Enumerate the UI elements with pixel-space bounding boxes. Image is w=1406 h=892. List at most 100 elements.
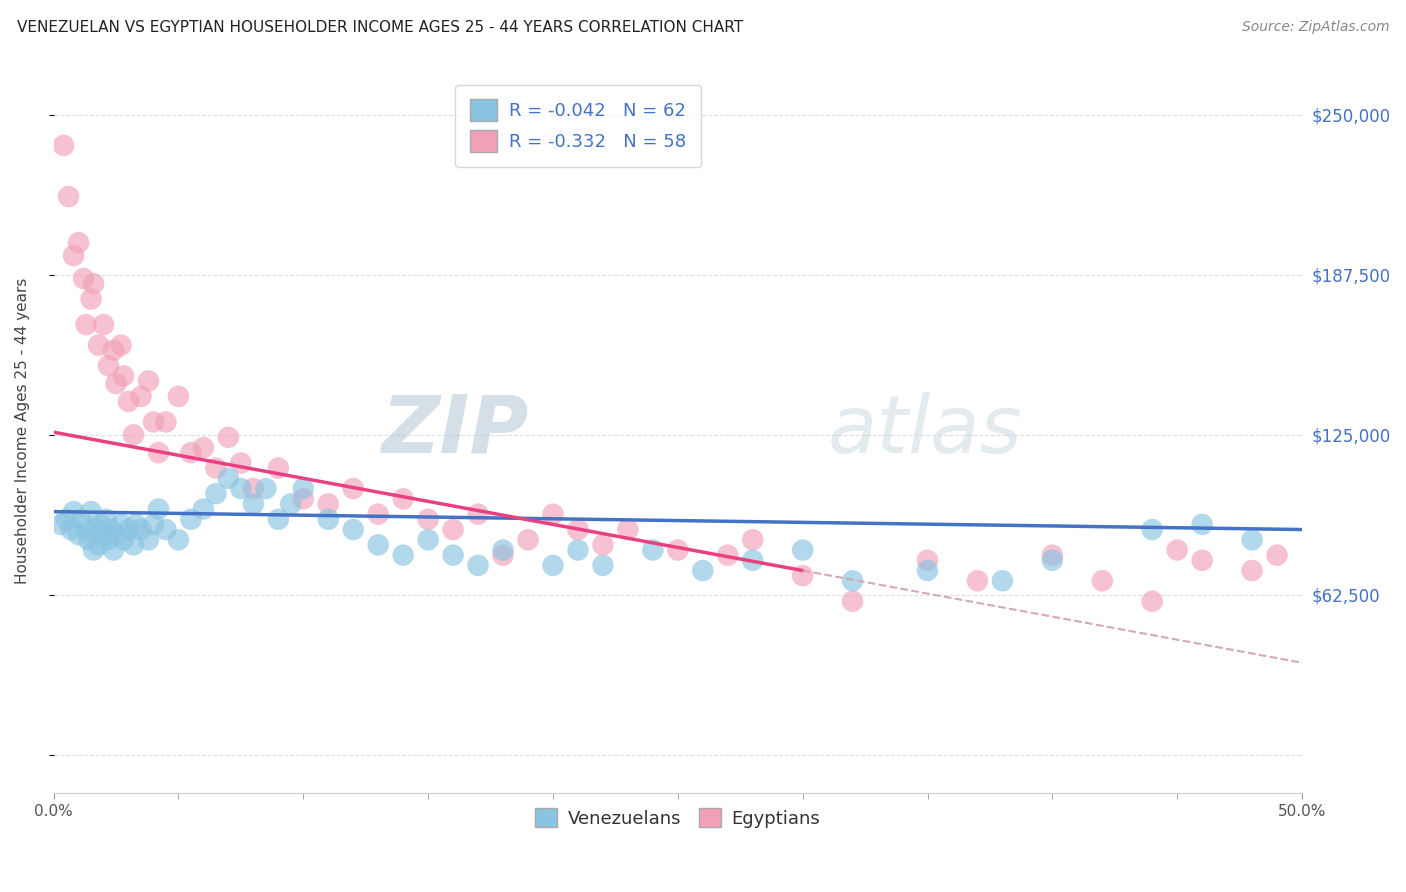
Point <box>49 517 72 532</box>
Point <box>58 189 80 203</box>
Point <box>217 430 239 444</box>
Point <box>367 538 389 552</box>
Point <box>641 543 664 558</box>
Point <box>70 512 93 526</box>
Point <box>93 318 115 332</box>
Point <box>617 523 640 537</box>
Point <box>125 517 148 532</box>
Point <box>155 415 177 429</box>
Point <box>567 523 589 537</box>
Point <box>1091 574 1114 588</box>
Point <box>666 543 689 558</box>
Point <box>1142 594 1164 608</box>
Point <box>100 523 122 537</box>
Point <box>142 517 165 532</box>
Point <box>193 441 215 455</box>
Point <box>316 497 339 511</box>
Point <box>267 512 290 526</box>
Point <box>418 533 440 547</box>
Point <box>75 523 97 537</box>
Point <box>280 497 302 511</box>
Point <box>105 527 128 541</box>
Point <box>1265 548 1288 562</box>
Point <box>492 543 515 558</box>
Point <box>242 497 264 511</box>
Point <box>180 446 202 460</box>
Point <box>1191 553 1213 567</box>
Point <box>167 389 190 403</box>
Point <box>217 471 239 485</box>
Point <box>67 527 90 541</box>
Point <box>138 533 160 547</box>
Point <box>55 512 77 526</box>
Point <box>60 523 83 537</box>
Y-axis label: Householder Income Ages 25 - 44 years: Householder Income Ages 25 - 44 years <box>15 277 30 584</box>
Point <box>492 548 515 562</box>
Point <box>316 512 339 526</box>
Point <box>792 543 814 558</box>
Point <box>917 553 939 567</box>
Point <box>541 507 564 521</box>
Point <box>242 482 264 496</box>
Point <box>567 543 589 558</box>
Point <box>1241 564 1264 578</box>
Point <box>917 564 939 578</box>
Point <box>67 235 90 250</box>
Point <box>193 502 215 516</box>
Text: atlas: atlas <box>828 392 1022 470</box>
Text: VENEZUELAN VS EGYPTIAN HOUSEHOLDER INCOME AGES 25 - 44 YEARS CORRELATION CHART: VENEZUELAN VS EGYPTIAN HOUSEHOLDER INCOM… <box>17 20 742 35</box>
Point <box>592 558 614 573</box>
Point <box>52 138 75 153</box>
Point <box>741 533 763 547</box>
Text: ZIP: ZIP <box>381 392 529 470</box>
Point <box>87 538 110 552</box>
Point <box>1142 523 1164 537</box>
Point <box>1191 517 1213 532</box>
Point <box>367 507 389 521</box>
Point <box>84 523 107 537</box>
Point <box>342 523 364 537</box>
Point <box>93 527 115 541</box>
Point <box>105 376 128 391</box>
Point <box>392 491 415 506</box>
Point <box>841 594 863 608</box>
Point <box>87 338 110 352</box>
Point <box>97 533 120 547</box>
Point <box>792 568 814 582</box>
Point <box>441 548 464 562</box>
Point <box>148 502 170 516</box>
Point <box>112 533 135 547</box>
Point <box>62 505 84 519</box>
Point <box>254 482 277 496</box>
Legend: Venezuelans, Egyptians: Venezuelans, Egyptians <box>527 801 828 835</box>
Point <box>267 461 290 475</box>
Point <box>94 512 117 526</box>
Point <box>97 359 120 373</box>
Point <box>83 277 105 291</box>
Point <box>841 574 863 588</box>
Point <box>72 271 94 285</box>
Point <box>155 523 177 537</box>
Point <box>110 517 132 532</box>
Point <box>1241 533 1264 547</box>
Point <box>110 338 132 352</box>
Point <box>741 553 763 567</box>
Point <box>167 533 190 547</box>
Point <box>122 427 145 442</box>
Point <box>129 389 152 403</box>
Point <box>80 505 103 519</box>
Point <box>112 368 135 383</box>
Point <box>1040 553 1063 567</box>
Point <box>103 343 125 358</box>
Point <box>148 446 170 460</box>
Point <box>342 482 364 496</box>
Point <box>229 482 252 496</box>
Point <box>292 491 315 506</box>
Point <box>991 574 1014 588</box>
Point <box>142 415 165 429</box>
Point <box>80 292 103 306</box>
Point <box>62 248 84 262</box>
Point <box>117 394 139 409</box>
Point <box>205 461 228 475</box>
Point <box>717 548 740 562</box>
